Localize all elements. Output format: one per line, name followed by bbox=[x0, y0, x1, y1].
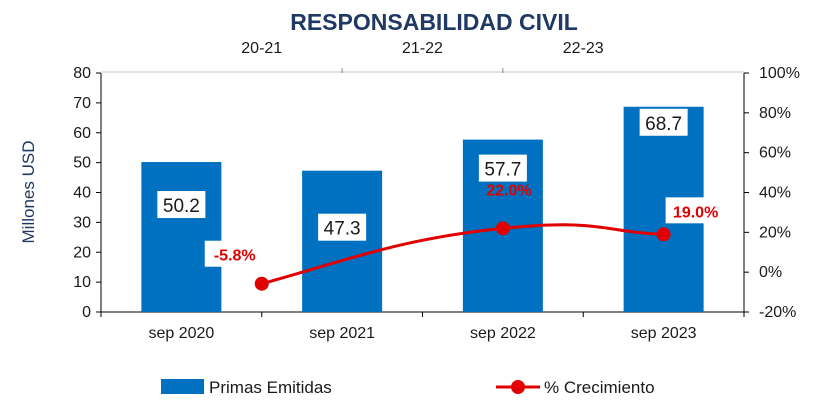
legend-swatch-marker bbox=[511, 380, 525, 394]
y-tick-label: 60 bbox=[73, 125, 91, 142]
growth-point bbox=[656, 227, 671, 242]
bar-label-bg bbox=[157, 191, 206, 219]
bar-label-bg bbox=[318, 213, 367, 241]
y-tick-label: 80 bbox=[73, 65, 91, 82]
y-tick-label: 70 bbox=[73, 95, 91, 112]
bar-data-label: 68.7 bbox=[645, 114, 682, 135]
y-tick-label: 0 bbox=[82, 304, 91, 321]
bar-data-label: 47.3 bbox=[324, 219, 361, 240]
plot-area: 0 10 20 30 40 50 60 70 80 -20% 0% 20% 40% 60% 80% 100% s… bbox=[73, 65, 800, 342]
y-tick-label: 20 bbox=[73, 244, 91, 261]
legend-swatch-bars bbox=[161, 379, 204, 394]
legend-label: Primas Emitidas bbox=[209, 378, 332, 397]
x-tick-label: sep 2021 bbox=[309, 325, 375, 342]
bar-label-bg bbox=[639, 108, 688, 136]
bar-data-label: 57.7 bbox=[484, 160, 521, 181]
y-tick-label: 40 bbox=[73, 185, 91, 202]
pct-data-label: 19.0% bbox=[673, 204, 718, 221]
y2-tick-label: 80% bbox=[759, 105, 791, 122]
legend-label: % Crecimiento bbox=[544, 378, 655, 397]
pct-label-bg bbox=[665, 197, 726, 224]
growth-point bbox=[495, 221, 510, 236]
y2-tick-label: -20% bbox=[759, 304, 796, 321]
y2-tick-label: 100% bbox=[759, 65, 800, 82]
period-label: 21-22 bbox=[402, 40, 443, 57]
x-tick-label: sep 2022 bbox=[470, 325, 536, 342]
y-tick-label: 30 bbox=[73, 214, 91, 231]
y-axis-label: Millones USD bbox=[19, 141, 38, 244]
pct-label-bg bbox=[204, 240, 265, 267]
bar-label-bg bbox=[478, 154, 527, 182]
x-tick-label: sep 2023 bbox=[631, 325, 697, 342]
pct-data-label: -5.8% bbox=[214, 248, 256, 265]
y-tick-label: 10 bbox=[73, 274, 91, 291]
bar bbox=[302, 170, 383, 312]
bar-data-label: 50.2 bbox=[163, 196, 200, 217]
x-tick-label: sep 2020 bbox=[148, 325, 214, 342]
legend: Primas Emitidas % Crecimiento bbox=[161, 378, 655, 397]
y2-tick-label: 60% bbox=[759, 145, 791, 162]
y-tick-label: 50 bbox=[73, 155, 91, 172]
y2-tick-label: 0% bbox=[759, 264, 782, 281]
y2-tick-label: 20% bbox=[759, 224, 791, 241]
period-label: 20-21 bbox=[241, 40, 282, 57]
period-label: 22-23 bbox=[563, 40, 604, 57]
bar bbox=[141, 162, 222, 312]
growth-point bbox=[254, 276, 269, 291]
period-labels: 20-21 21-22 22-23 bbox=[101, 40, 744, 73]
pct-data-label: 22.0% bbox=[486, 182, 531, 199]
y2-tick-label: 40% bbox=[759, 185, 791, 202]
chart-title: RESPONSABILIDAD CIVIL bbox=[290, 9, 578, 35]
